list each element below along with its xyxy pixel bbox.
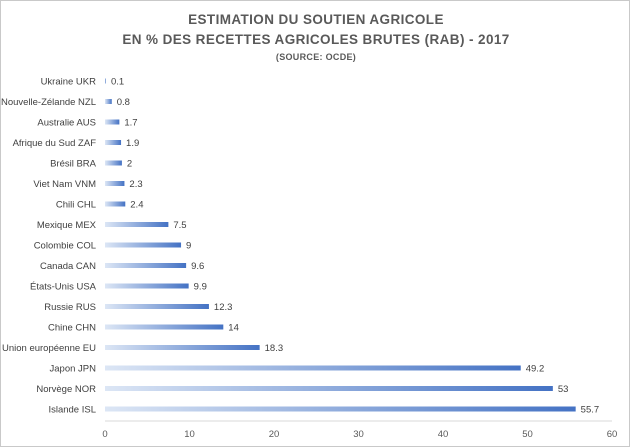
bar [105,201,126,207]
category-labels-group: Ukraine UKR Nouvelle-Zélande NZL Australie… [1,77,97,416]
bar [105,386,553,391]
bar [105,222,169,227]
value-label: 12.3 [214,302,233,313]
x-tick-label: 30 [353,429,364,440]
value-label: 1.7 [124,118,137,129]
value-label: 55.7 [581,405,600,416]
value-label: 14 [228,323,239,334]
bar [105,304,209,309]
bar [105,324,224,330]
bar [105,242,182,248]
category-label: Australie AUS [37,118,96,129]
value-label: 2.3 [129,179,142,190]
value-label: 0.1 [111,77,124,88]
x-tick-label: 10 [184,429,195,440]
x-tick-label: 20 [269,429,280,440]
category-label: Chili CHL [56,200,96,211]
chart-source: (SOURCE: OCDE) [275,52,357,62]
bar [105,406,576,412]
value-label: 0.8 [117,97,130,108]
bar [105,140,122,145]
x-tick-label: 0 [102,429,107,440]
category-label: Mexique MEX [37,220,97,231]
value-label: 2 [127,159,132,170]
bar [105,160,122,166]
category-label: Russie RUS [44,302,96,313]
bar [105,263,187,268]
chart-title: ESTIMATION DU SOUTIEN AGRICOLE [188,12,444,27]
bar [105,365,521,371]
x-tick-label: 50 [522,429,533,440]
category-label: Brésil BRA [50,159,97,170]
category-label: Colombie COL [34,241,96,252]
value-label: 53 [558,384,569,395]
bar [105,119,120,125]
bars-group [105,78,576,412]
x-tick-labels-group: 0 10 20 30 40 50 60 [102,429,617,440]
bar [105,181,125,186]
value-label: 1.9 [126,138,139,149]
value-label: 18.3 [265,343,284,354]
category-label: Japon JPN [50,364,97,375]
value-label: 49.2 [526,364,545,375]
bar [105,99,112,104]
bar [105,78,106,84]
category-label: Viet Nam VNM [33,179,96,190]
x-tick-label: 40 [438,429,449,440]
category-label: Islande ISL [48,405,96,416]
x-tick-label: 60 [607,429,618,440]
category-label: Chine CHN [48,323,96,334]
category-label: Afrique du Sud ZAF [13,138,97,149]
category-label: Union européenne EU [2,343,96,354]
category-label: Ukraine UKR [41,77,97,88]
value-label: 9 [186,241,191,252]
value-label: 2.4 [130,200,143,211]
category-label: Nouvelle-Zélande NZL [1,97,96,108]
chart-subtitle: EN % DES RECETTES AGRICOLES BRUTES (RAB)… [122,32,510,47]
value-label: 7.5 [173,220,186,231]
bar [105,345,260,350]
category-label: Norvège NOR [36,384,96,395]
category-label: États-Unis USA [30,282,97,293]
category-label: Canada CAN [40,261,96,272]
value-label: 9.9 [194,282,207,293]
value-labels-group: 0.1 0.8 1.7 1.9 2 2.3 2.4 7.599.6 9.9 12.3 14 18.3 4… [111,77,599,416]
value-label: 9.6 [191,261,204,272]
bar [105,283,189,289]
